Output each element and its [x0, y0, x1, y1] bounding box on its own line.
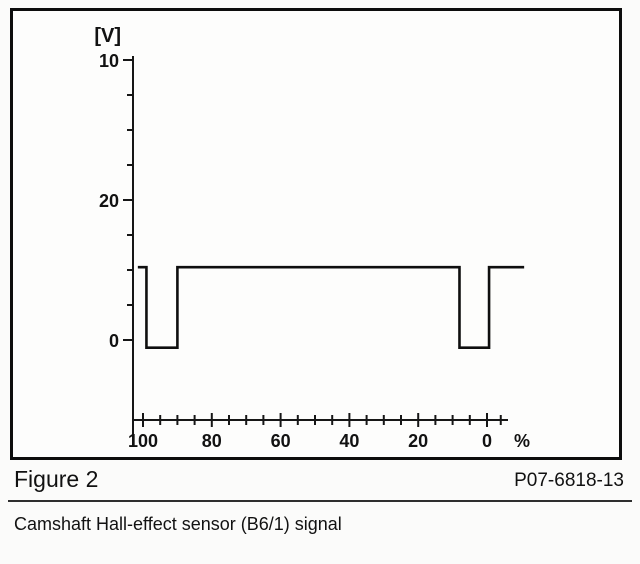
x-tick-label: 80 [202, 431, 222, 451]
x-tick-label: 40 [339, 431, 359, 451]
y-tick-label: 10 [99, 51, 119, 71]
x-tick-label: 60 [271, 431, 291, 451]
x-tick-label: 100 [128, 431, 158, 451]
divider-line [8, 500, 632, 502]
part-number: P07-6818-13 [514, 470, 624, 491]
figure-frame [10, 8, 622, 460]
x-axis-unit-label: % [514, 431, 530, 451]
y-tick-label: 0 [109, 331, 119, 351]
x-tick-label: 0 [482, 431, 492, 451]
hall-signal-trace [137, 265, 525, 350]
y-axis-unit-label: [V] [94, 25, 121, 47]
x-tick-label: 20 [408, 431, 428, 451]
figure-label: Figure 2 [14, 466, 99, 492]
y-tick-label: 20 [99, 191, 119, 211]
figure-caption: Camshaft Hall-effect sensor (B6/1) signa… [14, 514, 342, 534]
